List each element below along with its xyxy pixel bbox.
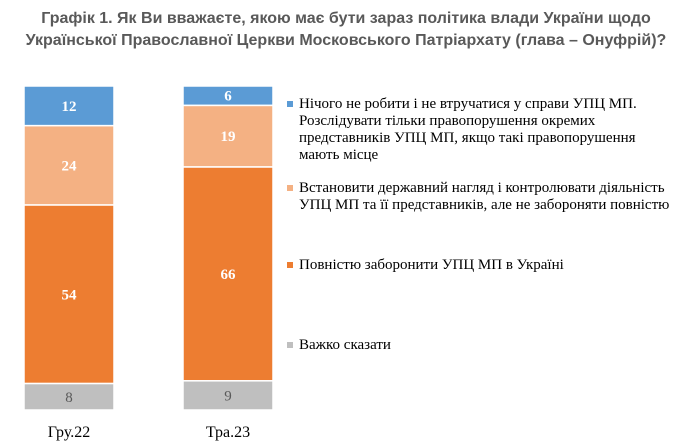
legend-marker-full-ban (287, 262, 293, 268)
bar-segment-do-nothing-1 (23, 85, 115, 127)
data-label-full-ban-1: 54 (62, 287, 78, 303)
data-label-state-oversight-1: 24 (62, 158, 78, 174)
data-label-hard-to-say-1: 8 (65, 390, 73, 406)
chart-title: Графік 1. Як Ви вважаєте, якою має бути … (25, 10, 667, 49)
bar-segment-hard-to-say-2 (182, 380, 274, 411)
bar-segment-state-oversight-2 (182, 104, 274, 168)
legend-label-hard-to-say: Важко сказати (299, 337, 391, 353)
data-label-state-oversight-2: 19 (221, 129, 236, 145)
legend-marker-state-oversight (287, 185, 293, 191)
data-label-do-nothing-1: 12 (62, 99, 77, 115)
legend-label-full-ban: Повністю заборонити УПЦ МП в Україні (299, 257, 564, 273)
data-label-full-ban-2: 66 (221, 267, 237, 283)
bar-segment-hard-to-say-1 (23, 382, 115, 411)
legend-marker-hard-to-say (287, 342, 293, 348)
bar-segment-state-oversight-1 (23, 124, 115, 206)
data-label-hard-to-say-2: 9 (224, 388, 232, 404)
category-label-1: Гру.22 (48, 424, 90, 441)
data-label-do-nothing-2: 6 (224, 89, 232, 105)
legend-marker-do-nothing (287, 101, 293, 107)
bar-segment-full-ban-1 (23, 204, 115, 385)
legend-label-do-nothing: Нічого не робити і не втручатися у справ… (299, 96, 637, 163)
category-label-2: Тра.23 (206, 424, 250, 441)
legend-label-state-oversight: Встановити державний нагляд і контролюва… (299, 180, 670, 213)
bar-segment-full-ban-2 (182, 166, 274, 382)
